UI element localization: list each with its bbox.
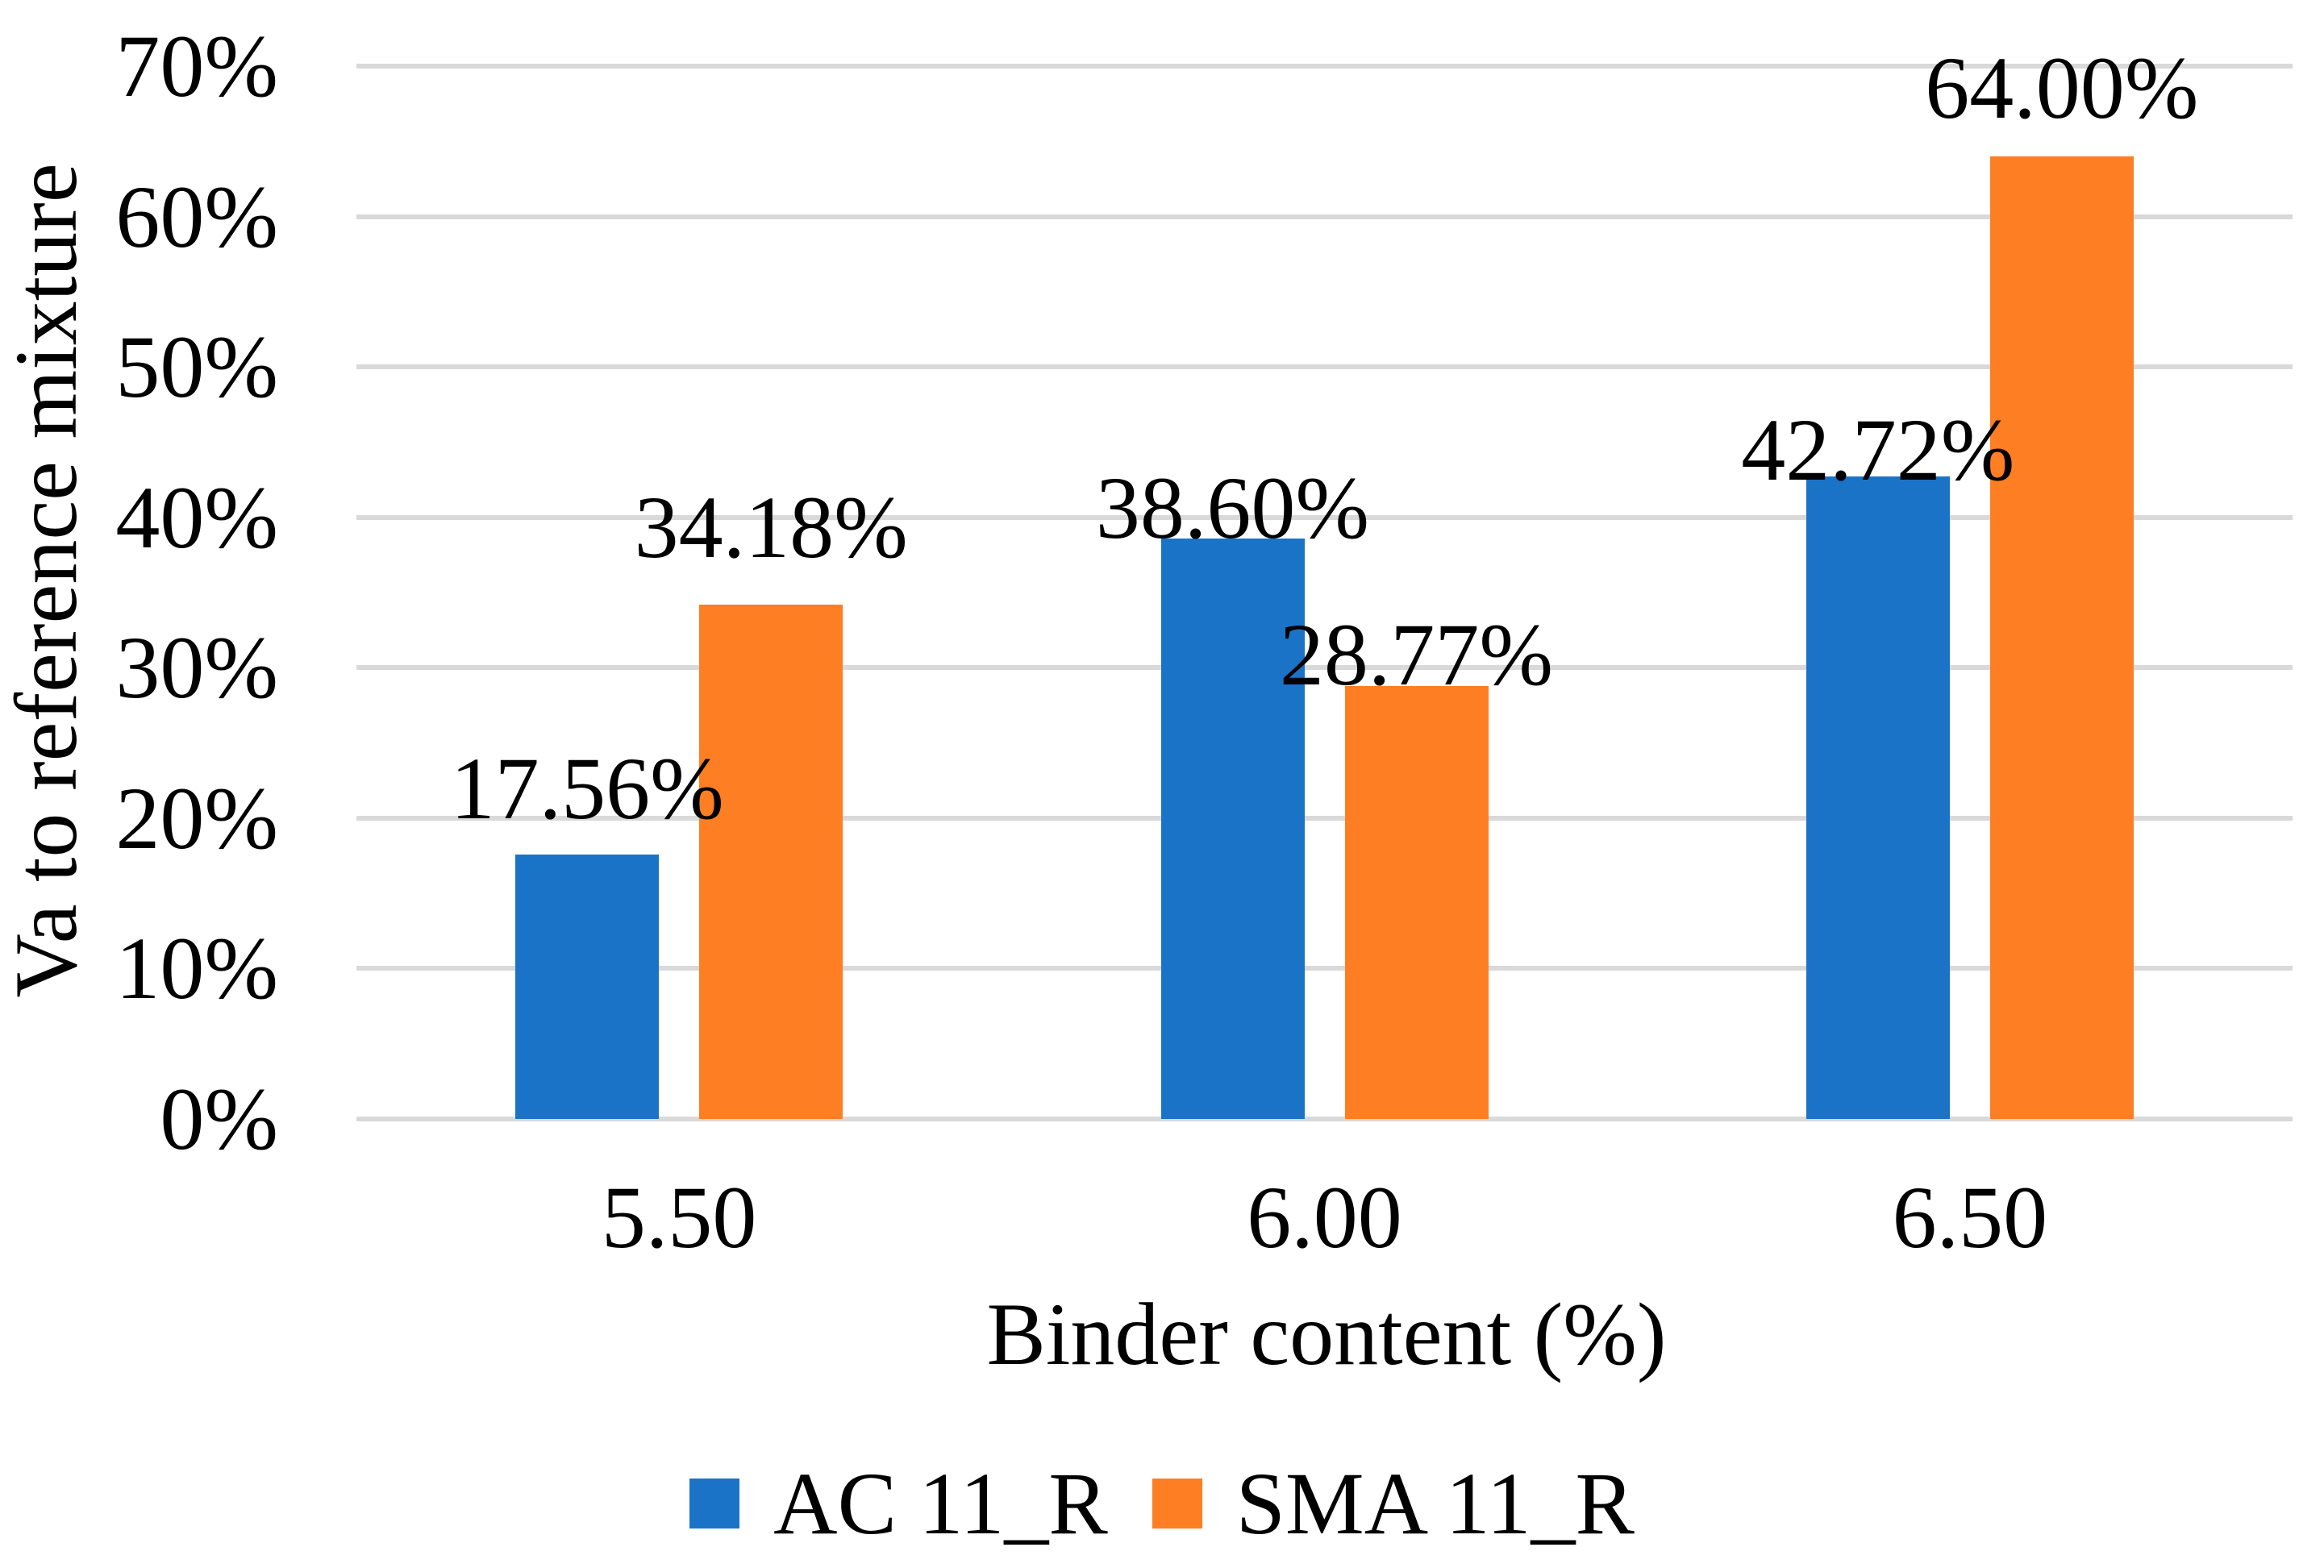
x-tick-label: 6.50 xyxy=(1892,1168,2048,1266)
y-tick-label: 0% xyxy=(160,1070,278,1168)
x-tick-label: 6.00 xyxy=(1247,1168,1402,1266)
legend-label: SMA 11_R xyxy=(1235,1454,1635,1553)
bar-sma-11-r-6.00 xyxy=(1344,686,1489,1119)
gridline xyxy=(356,64,2293,69)
gridline xyxy=(356,966,2293,971)
plot-area: 17.56% 34.18% 38.60% 28.77% 42.72% 64.00% xyxy=(356,44,2293,1121)
bar-ac-11-r-6.00 xyxy=(1160,538,1305,1119)
y-tick-label: 20% xyxy=(115,768,278,867)
y-tick-label: 60% xyxy=(115,167,278,266)
legend-item-ac-11-r: AC 11_R xyxy=(689,1459,1108,1548)
x-tick-label: 5.50 xyxy=(601,1168,757,1266)
y-axis-tick-labels: 0% 10% 20% 30% 40% 50% 60% 70% xyxy=(0,0,278,1568)
y-tick-label: 10% xyxy=(115,919,278,1018)
y-tick-label: 30% xyxy=(115,618,278,717)
gridline xyxy=(356,665,2293,671)
gridline xyxy=(356,514,2293,520)
x-axis-title: Binder content (%) xyxy=(986,1285,1667,1383)
legend-swatch xyxy=(1152,1479,1202,1528)
bar-sma-11-r-6.50 xyxy=(1989,156,2134,1119)
legend-swatch xyxy=(689,1479,740,1528)
gridline xyxy=(356,214,2293,219)
y-tick-label: 50% xyxy=(115,318,278,417)
gridline xyxy=(356,815,2293,821)
data-label: 38.60% xyxy=(1095,458,1370,557)
bar-ac-11-r-6.50 xyxy=(1805,476,1950,1119)
legend-label: AC 11_R xyxy=(773,1454,1108,1553)
y-tick-label: 40% xyxy=(115,468,278,567)
data-label: 34.18% xyxy=(634,478,908,577)
y-tick-label: 70% xyxy=(115,17,278,115)
data-label: 64.00% xyxy=(1925,38,2199,137)
legend-item-sma-11-r: SMA 11_R xyxy=(1152,1459,1635,1548)
legend: AC 11_R SMA 11_R xyxy=(0,1459,2324,1548)
bar-sma-11-r-5.50 xyxy=(699,605,843,1119)
data-label: 42.72% xyxy=(1741,400,2015,499)
bar-ac-11-r-5.50 xyxy=(515,855,660,1119)
data-label: 17.56% xyxy=(450,739,724,838)
gridline xyxy=(356,1117,2293,1121)
gridline xyxy=(356,364,2293,370)
data-label: 28.77% xyxy=(1279,605,1554,705)
